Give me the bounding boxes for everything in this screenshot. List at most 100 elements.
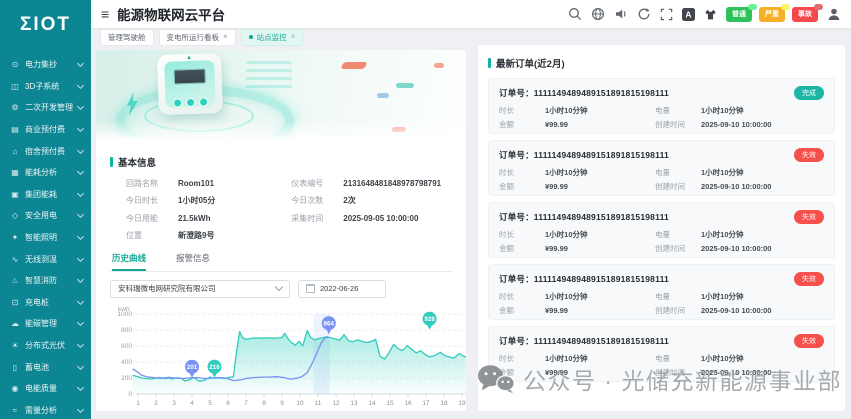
chevron-down-icon (76, 81, 85, 89)
order-field-value: 1小时10分钟 (701, 168, 744, 177)
svg-text:9: 9 (280, 400, 284, 407)
alarm-badge-1[interactable]: 普通 (726, 3, 757, 22)
sidebar-item-label: 分布式光伏 (25, 341, 65, 351)
sidebar-item-label: 集团能耗 (25, 189, 57, 199)
sidebar-item-17[interactable]: ≈ 需量分析 (10, 400, 85, 419)
alarm-badge-2[interactable]: 严重 (759, 3, 790, 22)
sidebar-item-label: 宿舍预付费 (25, 146, 65, 156)
sidebar-item-14[interactable]: ☀ 分布式光伏 (10, 335, 85, 357)
sidebar-item-7[interactable]: ▣ 集团能耗 (10, 184, 85, 206)
sidebar-item-13[interactable]: ☁ 能碳管理 (10, 313, 85, 335)
sidebar-item-9[interactable]: ✦ 智能照明 (10, 227, 85, 249)
date-picker[interactable]: 2022-06-26 (298, 279, 386, 298)
svg-text:16: 16 (404, 400, 412, 407)
order-card: 订单号：1111149489489151891815198111 失效 时长 1小时1… (488, 202, 835, 258)
order-field: 电量 1小时10分钟 (655, 354, 824, 363)
banner-bar-red-small (434, 63, 444, 68)
order-field-label: 创建时间 (655, 120, 685, 130)
order-header: 订单号：1111149489489151891815198111 失效 (499, 210, 824, 224)
sidebar-item-4[interactable]: ▤ 商业预付费 (10, 119, 85, 141)
sidebar-item-8[interactable]: ◇ 安全用电 (10, 205, 85, 227)
info-row: 今日次数 2次 (291, 196, 452, 206)
order-field-label: 创建时间 (655, 182, 685, 192)
sidebar-item-3[interactable]: ⚙ 二次开发管理 (10, 97, 85, 119)
tab-2[interactable]: 变电所运行看板 × (158, 28, 236, 46)
menu-toggle-icon[interactable]: ≡ (101, 6, 110, 22)
chevron-down-icon (76, 60, 85, 68)
order-status-badge: 失效 (794, 148, 824, 162)
avatar-icon[interactable] (827, 7, 841, 21)
curve-tab-1[interactable]: 历史曲线 (112, 252, 147, 271)
order-header: 订单号：1111149489489151891815198111 失效 (499, 272, 824, 286)
sidebar-item-2[interactable]: ◫ 3D子系统 (10, 76, 85, 98)
font-size-icon[interactable]: A (682, 7, 695, 21)
orders-list: 订单号：1111149489489151891815198111 完成时长 1小时1… (488, 78, 835, 382)
banner-bar-red (340, 62, 368, 69)
sidebar-item-icon: ▦ (11, 168, 19, 178)
sidebar-item-10[interactable]: ∿ 无线测温 (10, 248, 85, 270)
theme-icon[interactable] (704, 8, 717, 21)
sidebar-item-12[interactable]: ⊡ 充电桩 (10, 292, 85, 314)
order-field: 电量 1小时10分钟 (655, 106, 824, 115)
svg-text:13: 13 (350, 400, 358, 407)
search-icon[interactable] (568, 7, 582, 21)
tab-3[interactable]: 站点监控 × (240, 28, 304, 46)
chevron-down-icon (76, 405, 85, 413)
sidebar-item-icon: ▤ (11, 125, 19, 135)
sidebar-item-icon: ◉ (11, 384, 19, 394)
audio-icon[interactable] (614, 7, 628, 21)
sidebar-item-label: 充电桩 (25, 297, 49, 307)
order-number: 订单号：1111149489489151891815198111 (499, 336, 669, 346)
chevron-down-icon (76, 276, 85, 284)
sidebar-item-11[interactable]: ♨ 智慧消防 (10, 270, 85, 292)
curve-tab-2[interactable]: 报警信息 (176, 252, 211, 263)
svg-text:1000: 1000 (118, 311, 133, 318)
language-icon[interactable] (591, 7, 605, 21)
info-value: 2131648481848978798791 (343, 179, 442, 188)
order-field-value: 1小时10分钟 (701, 292, 744, 301)
order-field-label: 电量 (655, 106, 670, 115)
sidebar-item-icon: ∿ (11, 254, 19, 264)
sidebar-item-icon: ◫ (11, 81, 19, 91)
order-field-label: 电量 (655, 168, 670, 177)
tab-1[interactable]: 管理驾驶舱 (100, 28, 154, 46)
info-label: 今日用能 (126, 213, 158, 223)
order-fields: 时长 1小时10分钟 电量 1小时10分钟 金额 ¥99.99 创建时间 2025-09-10… (499, 354, 824, 378)
sidebar-item-5[interactable]: ⌂ 宿舍预付费 (10, 140, 85, 162)
order-field-label: 创建时间 (655, 306, 685, 316)
svg-text:200: 200 (121, 375, 132, 382)
order-number: 订单号：1111149489489151891815198111 (499, 212, 669, 222)
refresh-icon[interactable] (637, 7, 651, 21)
tab-bar: 管理驾驶舱 变电所运行看板 × 站点监控 × (91, 28, 851, 46)
alarm-count-bubble (814, 3, 823, 10)
order-field-value: 1小时10分钟 (545, 168, 588, 177)
order-fields: 时长 1小时10分钟 电量 1小时10分钟 金额 ¥99.99 创建时间 2025-09-10… (499, 168, 824, 192)
sidebar-item-15[interactable]: ▯ 蓄电池 (10, 356, 85, 378)
sidebar-item-16[interactable]: ◉ 电能质量 (10, 378, 85, 400)
svg-text:A: A (685, 9, 691, 19)
tab-close-icon[interactable]: × (290, 32, 296, 41)
order-field-label: 金额 (499, 368, 514, 378)
tab-close-icon[interactable]: × (223, 32, 228, 41)
order-field: 金额 ¥99.99 (499, 182, 655, 191)
sidebar-item-1[interactable]: ⊙ 电力集抄 (10, 54, 85, 76)
svg-text:201: 201 (187, 364, 198, 371)
order-field-label: 时长 (499, 168, 514, 177)
order-status-badge: 完成 (794, 86, 824, 100)
order-field: 电量 1小时10分钟 (655, 292, 824, 301)
alarm-badge-3[interactable]: 事故 (792, 3, 823, 22)
order-field-label: 时长 (499, 354, 514, 363)
app-title: 能源物联网云平台 (117, 8, 226, 23)
sidebar-item-icon: ☁ (11, 319, 19, 329)
tab-label: 管理驾驶舱 (108, 32, 146, 42)
order-fields: 时长 1小时10分钟 电量 1小时10分钟 金额 ¥99.99 创建时间 2025-09-10… (499, 292, 824, 316)
fullscreen-icon[interactable] (660, 8, 673, 21)
order-field-label: 电量 (655, 292, 670, 301)
info-value: 1小时05分 (178, 196, 216, 206)
company-select[interactable]: 安科瑞微电网研究院有限公司 (110, 279, 290, 298)
order-field: 创建时间 2025-09-10 10:00:00 (655, 244, 824, 253)
sidebar-item-6[interactable]: ▦ 能耗分析 (10, 162, 85, 184)
logo: ΣIOT (19, 14, 72, 35)
chevron-down-icon (76, 168, 85, 176)
